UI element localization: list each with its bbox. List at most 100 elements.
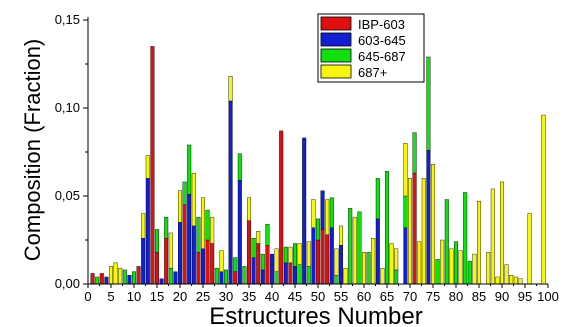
x-tick-label: 95 [518,289,532,304]
y-axis-title: Composition (Fraction) [20,39,45,262]
bar-ibp-603-32 [233,271,238,285]
x-tick-label: 45 [288,289,302,304]
axes-layer: 0 5 10 15 20 25 30 35 40 45 50 55 60 65 70 75 80 85 90 95 10… [55,12,559,304]
bar-603-645-36 [251,257,256,285]
bar-687--37 [256,230,261,244]
bar-687--52 [325,199,330,235]
bar-687--56 [343,267,348,285]
bar-ibp-603-3 [99,273,104,285]
bar-687--55 [339,225,344,246]
bar-603-645-47 [302,137,307,285]
bar-603-645-51 [320,190,325,230]
bar-ibp-603-42 [279,130,284,285]
bar-ibp-603-14 [150,46,155,285]
bar-ibp-603-39 [265,245,270,285]
bar-645-687-54 [334,275,339,285]
legend-label: 687+ [358,65,387,80]
y-tick-label: 0,15 [55,12,80,27]
bar-603-645-55 [339,245,344,285]
bar-687--62 [371,238,376,285]
bar-603-645-43 [283,262,288,285]
bar-687--29 [219,250,224,272]
bar-603-645-12 [141,238,146,285]
x-tick-label: 90 [495,289,509,304]
bars-layer [90,46,546,285]
bar-687--18 [168,232,173,269]
x-tick-label: 10 [127,289,141,304]
bar-603-645-25 [200,248,205,285]
bar-ibp-603-37 [256,243,261,285]
legend-swatch [320,48,352,63]
bar-645-687-76 [435,259,440,285]
bar-ibp-603-52 [325,234,330,285]
x-tick-label: 60 [357,289,371,304]
bar-645-687-83 [467,260,472,285]
x-tick-label: 65 [380,289,394,304]
bar-645-687-18 [168,267,173,285]
bar-645-687-82 [463,192,468,285]
bar-645-687-24 [196,216,201,253]
x-tick-label: 35 [242,289,256,304]
x-tick-label: 5 [107,289,114,304]
bar-687--87 [486,252,491,285]
bar-645-687-71 [412,132,417,174]
bar-687--91 [504,264,509,285]
x-tick-label: 100 [537,289,559,304]
bar-ibp-603-26 [205,239,210,285]
x-tick-label: 25 [196,289,210,304]
bar-645-687-57 [348,208,353,285]
bar-687--70 [408,178,413,285]
bar-ibp-603-44 [288,262,293,285]
bar-603-645-53 [329,227,334,285]
bar-687--35 [246,197,251,221]
bar-645-687-2 [95,276,100,285]
bar-645-687-39 [265,223,270,246]
bar-687--64 [380,267,385,285]
bar-645-687-38 [260,253,265,271]
bar-645-687-67 [394,269,399,285]
bar-687--7 [118,267,123,285]
bar-687--58 [352,216,357,285]
bar-687--90 [500,181,505,285]
bar-645-687-48 [306,266,311,285]
bar-687--54 [334,248,339,276]
bar-645-687-26 [205,209,210,241]
bar-687--44 [288,246,293,264]
bar-687--94 [518,278,523,285]
bar-645-687-45 [293,243,298,267]
bar-645-687-34 [242,266,247,285]
bar-ibp-603-50 [316,239,321,285]
x-tick-label: 40 [265,289,279,304]
legend-label: 645-687 [358,49,406,64]
bar-645-687-10 [131,271,136,285]
bar-645-687-65 [385,171,390,285]
bar-687--48 [306,241,311,267]
x-tick-label: 75 [426,289,440,304]
bar-603-645-20 [177,222,182,285]
legend-swatch [320,64,352,79]
bar-645-687-41 [274,271,279,285]
bar-687--41 [274,248,279,272]
bar-687--81 [458,250,463,285]
bar-645-687-30 [223,269,228,285]
bar-603-645-31 [228,100,233,285]
bar-687--99 [541,114,546,285]
bar-645-687-78 [444,199,449,285]
x-tick-label: 85 [472,289,486,304]
bar-ibp-603-21 [182,204,187,285]
x-axis-title: Estructures Number [209,303,422,327]
bar-603-645-38 [260,269,265,285]
bar-ibp-603-11 [136,266,141,285]
bar-645-687-32 [233,257,238,272]
bar-687--46 [297,243,302,265]
bar-ibp-603-17 [164,238,169,285]
bar-603-645-74 [426,150,431,285]
x-tick-label: 20 [173,289,187,304]
bar-603-645-4 [104,276,109,285]
bar-687--12 [141,213,146,239]
bar-687--27 [210,216,215,244]
bar-687--89 [495,276,500,285]
bar-687--92 [509,275,514,285]
